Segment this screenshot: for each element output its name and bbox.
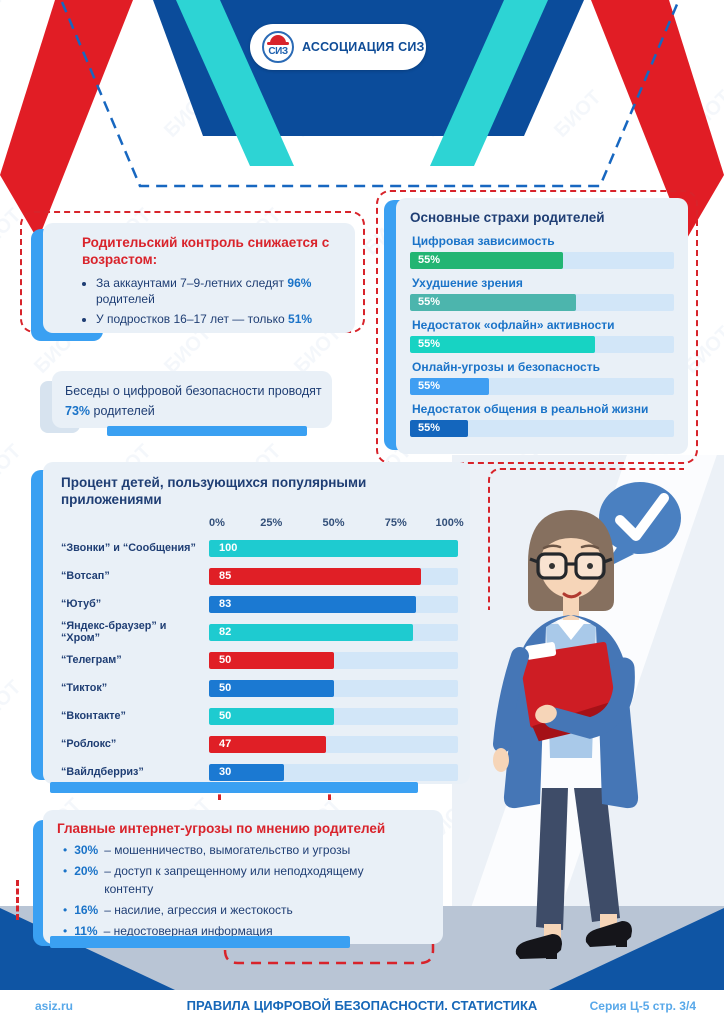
- check-icon: [615, 493, 669, 541]
- fear-bar: 55%: [410, 293, 577, 311]
- fear-row: Цифровая зависимость 55%: [410, 234, 674, 269]
- app-bar: 50: [209, 708, 334, 726]
- speech-bubble: [599, 482, 681, 570]
- fear-row: Ухудшение зрения 55%: [410, 276, 674, 311]
- axis-tick: 25%: [260, 516, 283, 529]
- threats-title: Главные интернет-угрозы по мнению родите…: [57, 821, 386, 836]
- app-bar: 85: [209, 568, 421, 586]
- footer-title: ПРАВИЛА ЦИФРОВОЙ БЕЗОПАСНОСТИ. СТАТИСТИК…: [186, 998, 538, 1013]
- list-item: У подростков 16–17 лет — только 51%: [96, 312, 343, 328]
- chart-row: “Роблокс” 47: [61, 731, 458, 759]
- bottom-dashed-outline: [223, 878, 435, 965]
- dashed-frame-fears: [376, 190, 698, 464]
- threat-item: • 11% – недостоверная информация: [57, 923, 429, 940]
- footer-site-link[interactable]: asiz.ru: [35, 999, 74, 1013]
- axis-tick: 50%: [322, 516, 345, 529]
- app-bar: 47: [209, 736, 327, 754]
- fear-row: Онлайн-угрозы и безопасность 55%: [410, 360, 674, 395]
- fear-bar: 55%: [410, 377, 490, 395]
- header-dashed-outline: [60, 1, 680, 188]
- fear-row: Недостаток общения в реальной жизни 55%: [410, 402, 674, 437]
- logo: СИЗ АССОЦИАЦИЯ СИЗ: [250, 24, 426, 70]
- dash-decor: [328, 786, 331, 800]
- axis-tick: 0%: [209, 516, 225, 529]
- logo-icon: СИЗ: [262, 31, 294, 63]
- fears-card: Основные страхи родителей Цифровая завис…: [396, 198, 688, 454]
- app-bar: 30: [209, 764, 284, 782]
- app-bar: 82: [209, 624, 414, 642]
- apps-underline-bar: [50, 782, 418, 793]
- bullet-dot: •: [63, 924, 68, 939]
- app-bar: 100: [209, 540, 458, 558]
- chart-row: “Яндекс-браузер” и “Хром” 82: [61, 619, 458, 647]
- talks-card: Беседы о цифровой безопасности проводят …: [52, 371, 332, 428]
- talks-text: Беседы о цифровой безопасности проводят: [65, 384, 322, 398]
- chart-row: “Звонки” и “Сообщения” 100: [61, 535, 458, 563]
- woman-illustration: [493, 482, 681, 959]
- fears-title: Основные страхи родителей: [410, 210, 605, 225]
- parental-control-card: Родительский контроль снижается с возрас…: [43, 223, 355, 333]
- fear-bar: 55%: [410, 335, 595, 353]
- talks-underline-bar: [107, 426, 307, 436]
- threat-item: • 16% – насилие, агрессия и жестокость: [57, 902, 429, 919]
- dashed-frame-illustration: [488, 468, 684, 610]
- chart-row: “Вконтакте” 50: [61, 703, 458, 731]
- hardhat-icon: [267, 35, 289, 45]
- dash-decor: [218, 786, 221, 800]
- x-axis: 0% 25% 50% 75% 100%: [209, 516, 464, 532]
- app-bar: 50: [209, 652, 334, 670]
- threat-item: • 30% – мошенничество, вымогательство и уг…: [57, 842, 429, 859]
- chart-row: “Тикток” 50: [61, 675, 458, 703]
- chart-row: “Вайлдберриз” 30: [61, 759, 458, 787]
- chart-row: “Вотсап” 85: [61, 563, 458, 591]
- fear-bar: 55%: [410, 419, 469, 437]
- footer: asiz.ru ПРАВИЛА ЦИФРОВОЙ БЕЗОПАСНОСТИ. С…: [0, 990, 724, 1024]
- bullet-dot: •: [63, 842, 68, 857]
- bullet-dot: •: [63, 864, 68, 879]
- parental-control-list: За аккаунтами 7–9-летних следят 96% роди…: [82, 276, 343, 328]
- parental-control-title: Родительский контроль снижается с возрас…: [82, 235, 330, 267]
- apps-chart-title: Процент детей, пользующихся популярными …: [61, 475, 367, 507]
- talks-value: 73%: [65, 404, 91, 418]
- fear-row: Недостаток «офлайн» активности 55%: [410, 318, 674, 353]
- dash-decor: [16, 880, 19, 920]
- threats-underline-bar: [50, 936, 350, 948]
- chart-row: “Телеграм” 50: [61, 647, 458, 675]
- axis-tick: 75%: [384, 516, 407, 529]
- threats-card: Главные интернет-угрозы по мнению родите…: [43, 810, 443, 944]
- apps-chart-card: Процент детей, пользующихся популярными …: [43, 462, 470, 784]
- fear-bar: 55%: [410, 251, 564, 269]
- app-bar: 50: [209, 680, 334, 698]
- footer-series: Серия Ц-5 стр. 3/4: [589, 999, 696, 1013]
- logo-text: АССОЦИАЦИЯ СИЗ: [302, 40, 425, 54]
- bullet-dot: •: [63, 903, 68, 918]
- glasses-icon: [529, 552, 613, 580]
- axis-tick: 100%: [435, 516, 464, 529]
- app-bar: 83: [209, 596, 416, 614]
- threat-item: • 20% – доступ к запрещенному или неподход…: [57, 863, 429, 898]
- list-item: За аккаунтами 7–9-летних следят 96% роди…: [96, 276, 343, 308]
- chart-row: “Ютуб” 83: [61, 591, 458, 619]
